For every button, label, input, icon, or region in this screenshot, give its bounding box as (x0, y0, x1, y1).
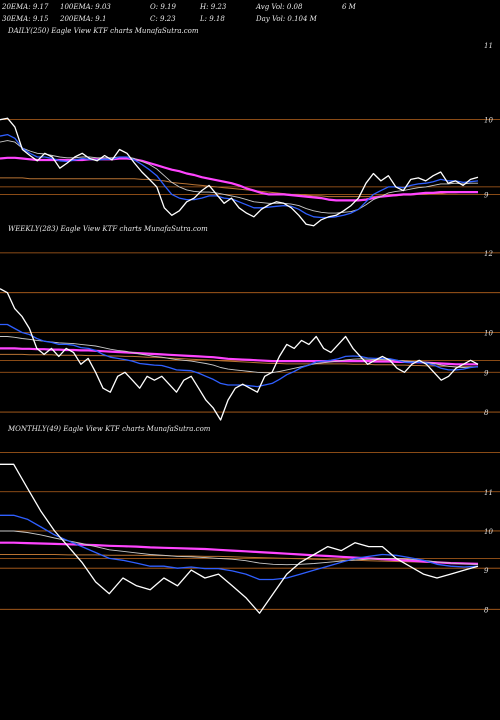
daily-y-tick-label: 11 (484, 42, 493, 50)
daily-y-tick-label: 9 (484, 191, 489, 199)
weekly-y-tick-label: 9 (484, 369, 489, 377)
weekly-price-line (0, 288, 479, 421)
weekly-ema-mid-line (0, 336, 478, 374)
low-readout: L: 9.18 (200, 15, 225, 23)
daily-price-line (0, 117, 479, 227)
open-readout: O: 9.19 (150, 3, 176, 11)
high-readout: H: 9.23 (200, 3, 227, 11)
monthly-y-tick-label: 10 (484, 528, 493, 536)
monthly-ema-short-line (0, 514, 479, 581)
monthly-ema-long-line (0, 541, 479, 565)
monthly-ema-200-line (0, 554, 479, 565)
monthly-y-tick-label: 11 (484, 489, 493, 497)
weekly-ema-long-line (0, 347, 478, 366)
ema100-readout: 100EMA: 9.03 (60, 3, 111, 11)
close-readout: C: 9.23 (150, 15, 176, 23)
daily-ema-short-line (0, 133, 479, 219)
daily-panel-title: DAILY(250) Eagle View KTF charts MunafaS… (8, 27, 199, 35)
daily-ema-long-line (0, 156, 478, 202)
weekly-ema-200-line (0, 353, 478, 368)
monthly-ema-mid-line (0, 530, 479, 566)
monthly-panel-title: MONTHLY(49) Eagle View KTF charts Munafa… (8, 425, 211, 433)
weekly-ema-short-line (0, 323, 479, 388)
ema30-readout: 30EMA: 9.15 (2, 15, 49, 23)
avg-vol-unit: 6 M (342, 3, 356, 11)
monthly-y-tick-label: 9 (484, 567, 489, 575)
weekly-y-tick-label: 10 (484, 329, 493, 337)
avg-vol-readout: Avg Vol: 0.08 (256, 3, 303, 11)
daily-y-tick-label: 10 (484, 117, 493, 125)
ema20-readout: 20EMA: 9.17 (2, 3, 49, 11)
weekly-y-tick-label: 12 (484, 250, 493, 258)
monthly-y-tick-label: 8 (484, 606, 489, 614)
weekly-y-tick-label: 8 (484, 409, 489, 417)
daily-ema-mid-line (0, 140, 478, 214)
day-vol-readout: Day Vol: 0.104 M (256, 15, 317, 23)
ema200-readout: 200EMA: 9.1 (60, 15, 107, 23)
monthly-price-line (0, 463, 479, 614)
weekly-panel-title: WEEKLY(283) Eagle View KTF charts Munafa… (8, 225, 208, 233)
